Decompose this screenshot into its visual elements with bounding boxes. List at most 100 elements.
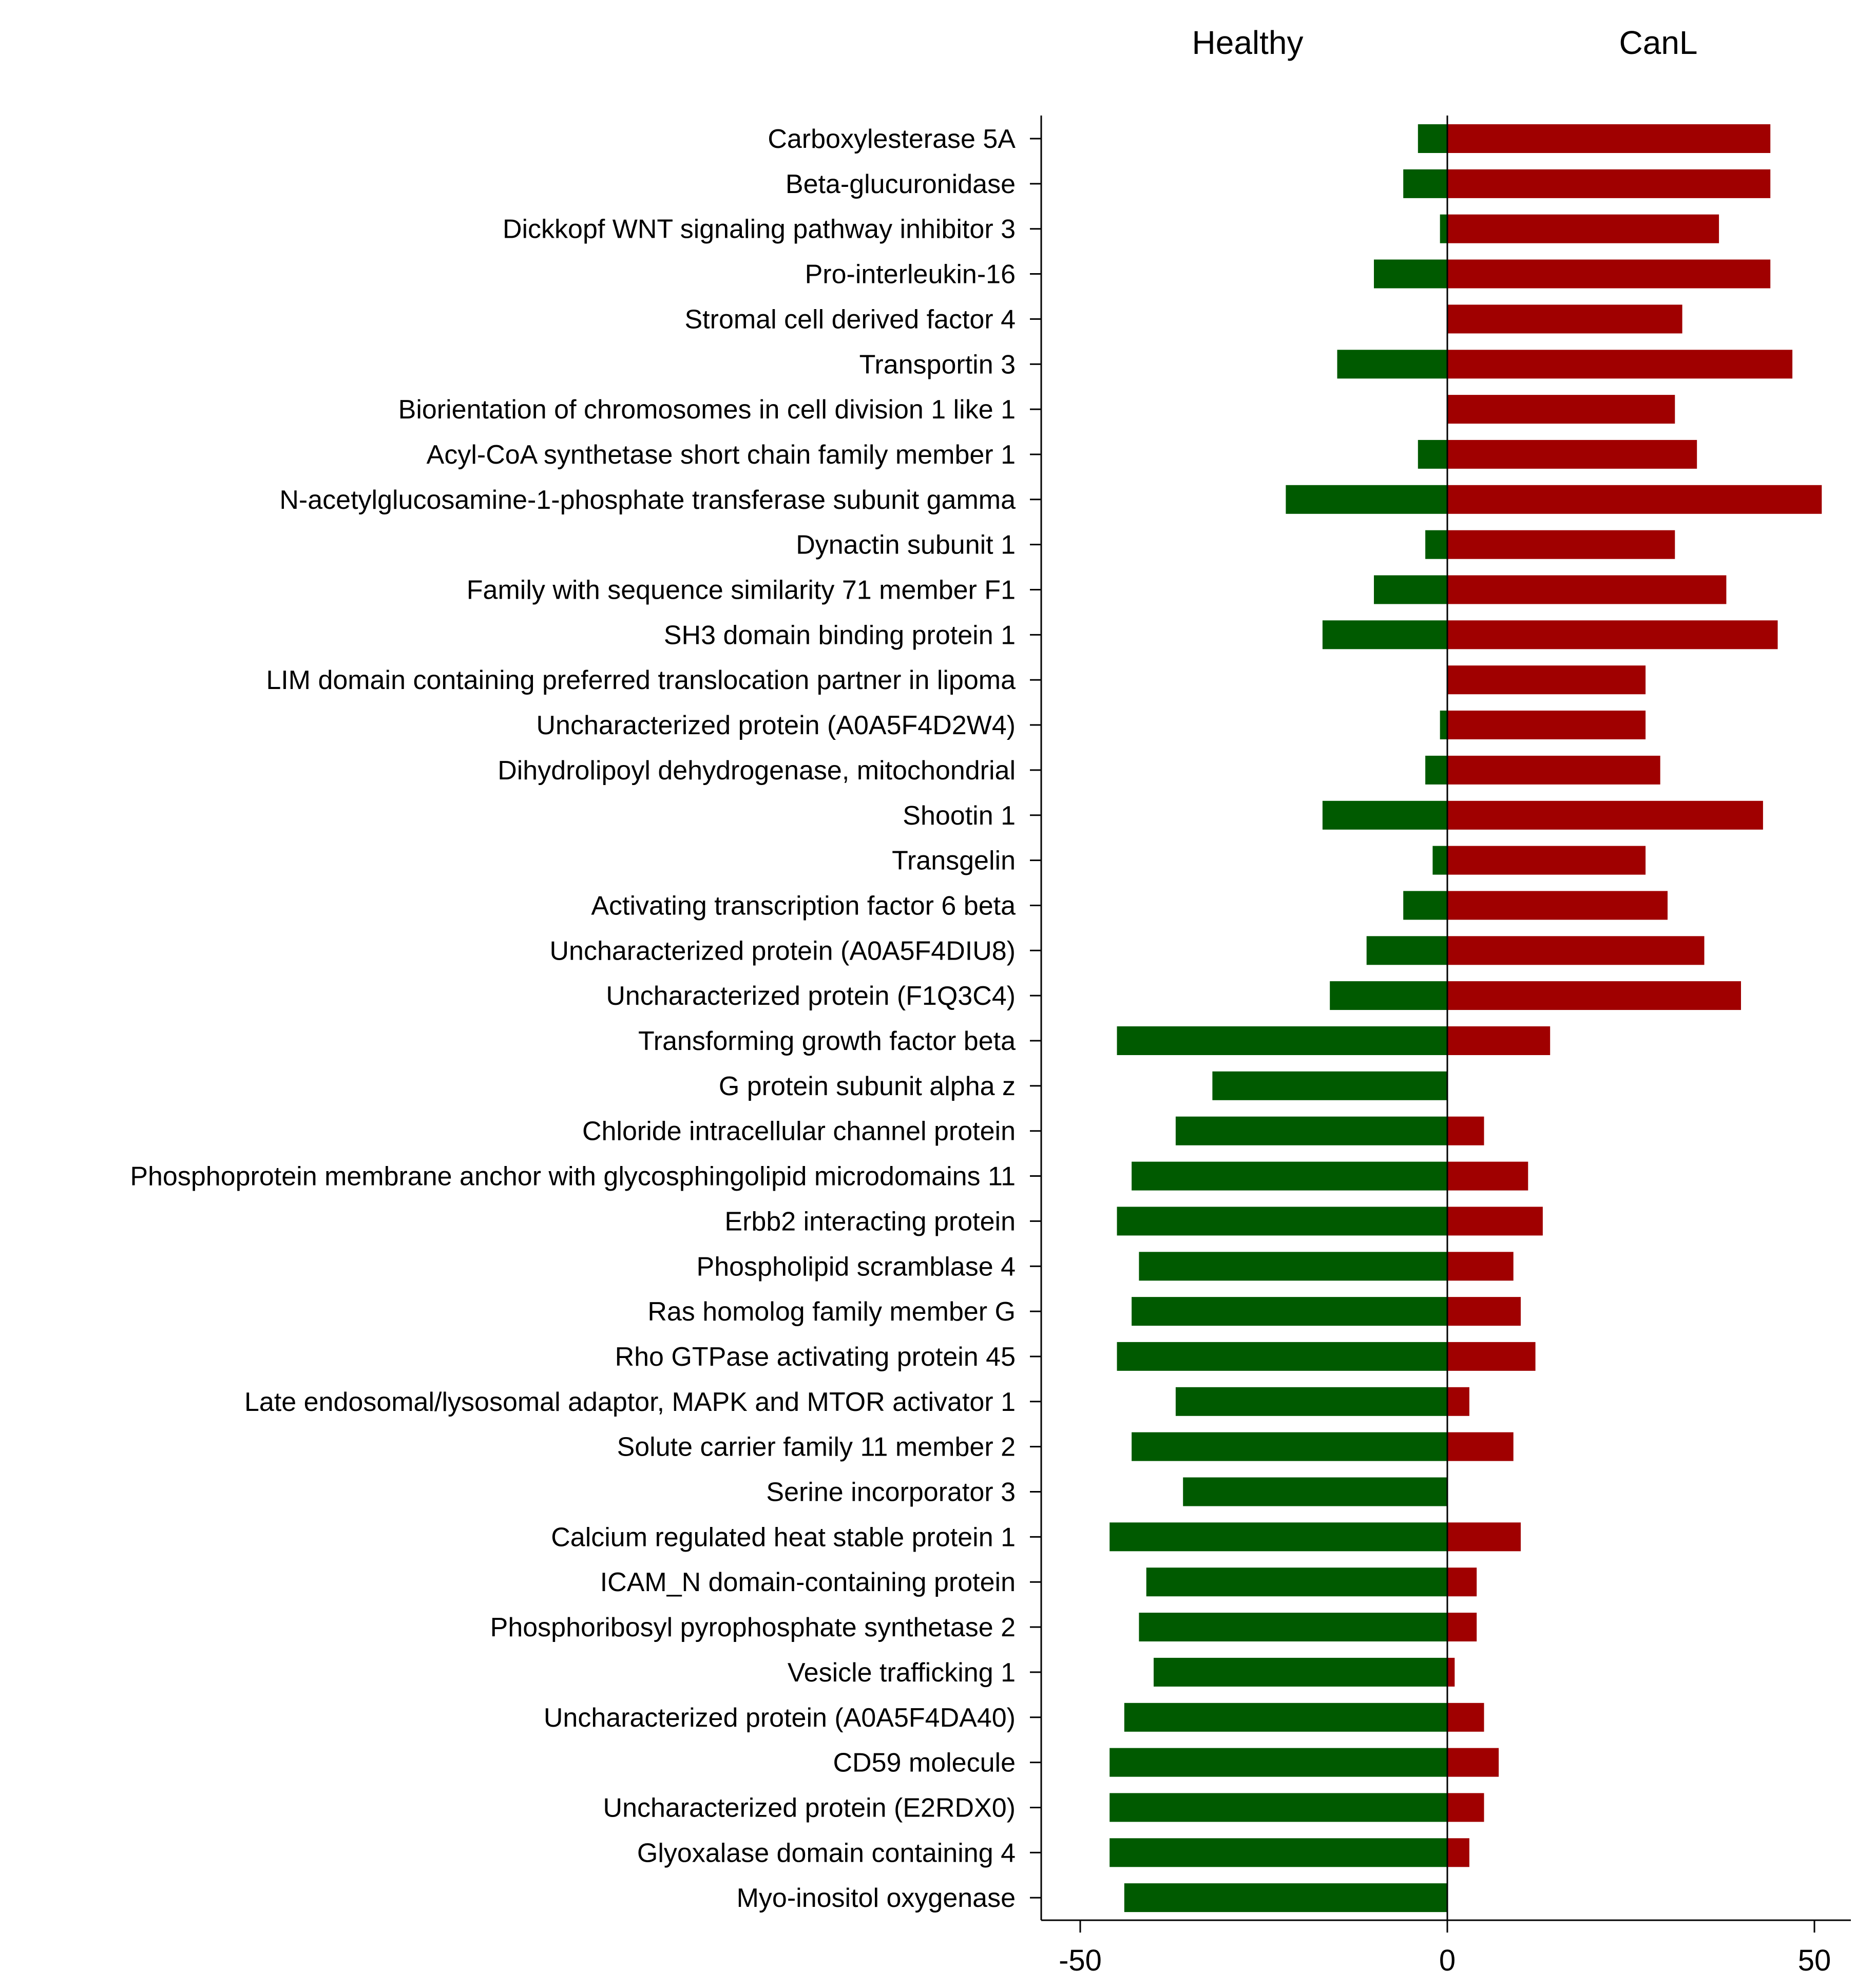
bar-healthy: [1183, 1477, 1447, 1506]
bar-healthy: [1374, 259, 1447, 289]
category-label: ICAM_N domain-containing protein: [600, 1568, 1016, 1597]
bar-canl: [1447, 1838, 1469, 1867]
category-label: Biorientation of chromosomes in cell div…: [398, 395, 1016, 425]
category-label: Erbb2 interacting protein: [724, 1207, 1016, 1236]
bar-canl: [1447, 620, 1778, 649]
bar-healthy: [1403, 169, 1447, 198]
bar-healthy: [1124, 1883, 1447, 1913]
category-label: Uncharacterized protein (A0A5F4D2W4): [536, 711, 1016, 740]
category-label: Uncharacterized protein (A0A5F4DA40): [544, 1703, 1016, 1733]
bar-healthy: [1175, 1116, 1447, 1145]
category-label: Phospholipid scramblase 4: [697, 1252, 1016, 1282]
bar-canl: [1447, 981, 1741, 1010]
bar-healthy: [1109, 1793, 1447, 1822]
category-label: Dihydrolipoyl dehydrogenase, mitochondri…: [498, 756, 1016, 786]
bar-canl: [1447, 124, 1771, 153]
bar-canl: [1447, 1793, 1484, 1822]
bar-canl: [1447, 214, 1719, 243]
bar-canl: [1447, 1432, 1514, 1461]
axes: -50 0 50: [1030, 116, 1851, 1977]
bar-canl: [1447, 711, 1646, 739]
bar-healthy: [1440, 214, 1447, 243]
bar-healthy: [1212, 1071, 1447, 1100]
category-label: Activating transcription factor 6 beta: [591, 891, 1016, 921]
bar-healthy: [1154, 1657, 1447, 1687]
bar-canl: [1447, 304, 1682, 334]
category-label: Ras homolog family member G: [647, 1297, 1016, 1327]
bar-healthy: [1139, 1613, 1447, 1641]
bar-canl: [1447, 1116, 1484, 1145]
category-label: SH3 domain binding protein 1: [664, 620, 1016, 650]
bar-canl: [1447, 485, 1822, 514]
category-label: Family with sequence similarity 71 membe…: [467, 576, 1016, 605]
category-label: Calcium regulated heat stable protein 1: [551, 1522, 1016, 1552]
bar-healthy: [1418, 124, 1447, 153]
bar-healthy: [1330, 981, 1447, 1010]
bar-healthy: [1117, 1207, 1447, 1236]
category-label: Carboxylesterase 5A: [768, 124, 1016, 154]
bar-healthy: [1109, 1838, 1447, 1867]
bar-canl: [1447, 755, 1660, 785]
bar-group: [1109, 124, 1822, 1913]
bar-canl: [1447, 1342, 1536, 1371]
category-label: Uncharacterized protein (A0A5F4DIU8): [549, 936, 1016, 966]
x-tick-label: -50: [1059, 1944, 1102, 1977]
bar-healthy: [1109, 1748, 1447, 1777]
bar-healthy: [1132, 1297, 1447, 1326]
bar-canl: [1447, 936, 1705, 965]
bar-healthy: [1117, 1026, 1447, 1055]
x-tick-label: 50: [1798, 1944, 1831, 1977]
bar-healthy: [1425, 755, 1447, 785]
category-label: Acyl-CoA synthetase short chain family m…: [427, 440, 1016, 470]
bar-healthy: [1286, 485, 1447, 514]
x-tick-label: 0: [1439, 1944, 1456, 1977]
bar-healthy: [1146, 1568, 1447, 1597]
bar-canl: [1447, 395, 1675, 424]
bar-healthy: [1132, 1432, 1447, 1461]
bar-healthy: [1175, 1387, 1447, 1416]
bar-canl: [1447, 800, 1763, 830]
category-label: Phosphoribosyl pyrophosphate synthetase …: [490, 1613, 1016, 1642]
bar-canl: [1447, 575, 1727, 604]
bar-canl: [1447, 1522, 1521, 1552]
category-label: Beta-glucuronidase: [786, 169, 1016, 199]
bar-canl: [1447, 530, 1675, 559]
bar-canl: [1447, 846, 1646, 875]
bar-healthy: [1124, 1703, 1447, 1732]
category-label: Late endosomal/lysosomal adaptor, MAPK a…: [244, 1387, 1016, 1417]
bar-canl: [1447, 891, 1668, 920]
bar-healthy: [1322, 800, 1447, 830]
bar-healthy: [1432, 846, 1447, 875]
category-label: LIM domain containing preferred transloc…: [266, 665, 1016, 695]
bar-canl: [1447, 1657, 1455, 1687]
category-label: Dynactin subunit 1: [796, 530, 1016, 560]
category-label: Transforming growth factor beta: [638, 1026, 1016, 1056]
category-label: Phosphoprotein membrane anchor with glyc…: [130, 1162, 1016, 1192]
bar-healthy: [1109, 1522, 1447, 1552]
bar-healthy: [1440, 711, 1447, 739]
bar-canl: [1447, 259, 1771, 289]
category-label: Glyoxalase domain containing 4: [637, 1838, 1016, 1868]
category-label: CD59 molecule: [833, 1748, 1016, 1778]
bar-canl: [1447, 169, 1771, 198]
category-label: Serine incorporator 3: [766, 1478, 1016, 1507]
bar-canl: [1447, 1387, 1469, 1416]
category-label: Solute carrier family 11 member 2: [617, 1432, 1016, 1462]
bar-healthy: [1374, 575, 1447, 604]
bar-healthy: [1117, 1342, 1447, 1371]
bar-canl: [1447, 1748, 1499, 1777]
bar-canl: [1447, 1161, 1528, 1191]
bar-healthy: [1366, 936, 1447, 965]
bar-healthy: [1139, 1252, 1447, 1281]
category-label: Transgelin: [892, 846, 1016, 876]
bar-canl: [1447, 1568, 1477, 1597]
bar-canl: [1447, 439, 1697, 469]
bar-canl: [1447, 665, 1646, 695]
category-label: Rho GTPase activating protein 45: [615, 1342, 1016, 1372]
bar-healthy: [1337, 350, 1447, 379]
bar-healthy: [1403, 891, 1447, 920]
category-label: Uncharacterized protein (E2RDX0): [603, 1793, 1016, 1823]
category-label: Shootin 1: [903, 801, 1016, 831]
bar-healthy: [1132, 1161, 1447, 1191]
